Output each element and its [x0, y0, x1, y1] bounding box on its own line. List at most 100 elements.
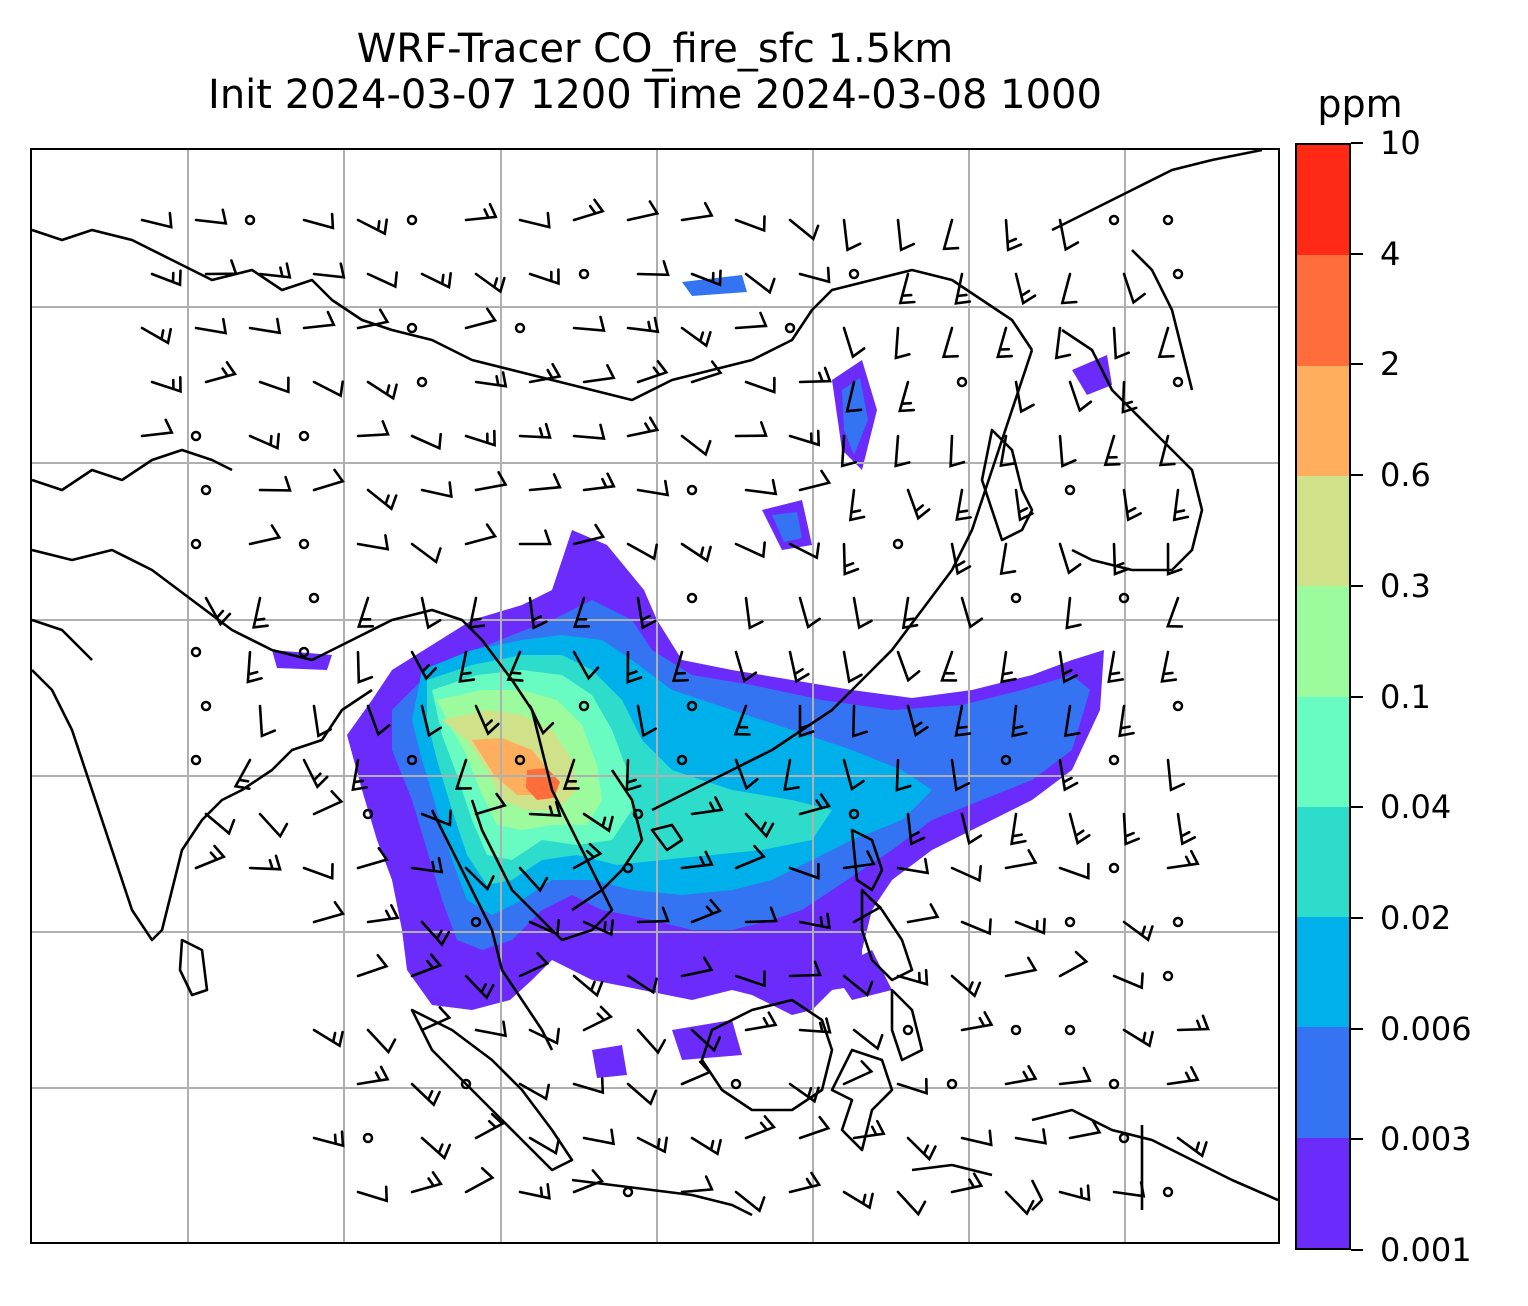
chart-title: WRF-Tracer CO_fire_sfc 1.5km Init 2024-0…	[30, 26, 1280, 118]
wind-barb	[474, 272, 506, 294]
calm-marker	[298, 430, 310, 442]
wind-barb	[258, 704, 277, 738]
wind-barb	[1058, 542, 1082, 575]
wind-barb	[734, 844, 766, 870]
wind-barb	[734, 970, 766, 988]
wind-barb	[312, 1028, 344, 1048]
wind-barb	[528, 800, 562, 817]
wind-barb	[744, 376, 776, 394]
colorbar-tick	[1351, 1138, 1363, 1141]
wind-barb	[1112, 1181, 1146, 1198]
wind-barb	[1063, 704, 1081, 738]
graticule	[32, 150, 1278, 1242]
wind-barb	[1160, 650, 1178, 683]
wind-barb	[464, 974, 495, 1000]
wind-barb	[1010, 812, 1027, 846]
calm-marker	[1118, 592, 1130, 604]
wind-barb	[1166, 758, 1185, 792]
wind-barb	[1068, 812, 1091, 846]
colorbar-tick-label: 0.1	[1380, 677, 1431, 716]
wind-barb	[1004, 218, 1023, 252]
wind-barb	[356, 308, 390, 330]
calm-marker	[298, 538, 310, 550]
wind-barb	[1014, 1128, 1048, 1145]
wind-barb	[954, 704, 972, 737]
wind-barb	[894, 434, 911, 468]
wind-barb	[1122, 812, 1140, 846]
wind-barb	[356, 534, 390, 551]
wind-barb	[454, 758, 472, 790]
wind-barb	[474, 1112, 505, 1140]
colorbar-tick-label: 0.003	[1380, 1120, 1472, 1159]
wind-barb	[788, 650, 810, 684]
wind-barb	[204, 259, 238, 276]
wind-barb	[582, 919, 614, 937]
wind-barb	[366, 380, 398, 401]
wind-barb	[302, 310, 336, 330]
wind-barb	[950, 974, 982, 998]
wind-barb	[851, 704, 868, 738]
wind-barb	[204, 812, 236, 836]
wind-barb	[960, 1011, 994, 1032]
calm-marker	[686, 700, 698, 712]
wind-barb	[140, 418, 174, 438]
wind-barb	[1165, 596, 1184, 628]
wind-barb	[845, 380, 863, 413]
wind-barb	[690, 269, 722, 287]
wind-barb	[1054, 326, 1072, 360]
calm-marker	[362, 808, 374, 820]
wind-barb	[572, 315, 606, 333]
wind-barb	[788, 1082, 820, 1104]
wind-barb	[572, 423, 606, 440]
calm-marker	[514, 754, 526, 766]
colorbar-segment	[1297, 806, 1349, 918]
wind-barb	[894, 326, 911, 360]
wind-barb	[960, 918, 992, 936]
wind-barb	[1176, 1014, 1210, 1032]
wind-barb	[356, 1065, 390, 1086]
wind-barb	[312, 704, 333, 738]
wind-barb	[788, 862, 820, 880]
wind-barb	[852, 1028, 884, 1051]
wind-barb	[680, 850, 714, 870]
calm-marker	[1064, 484, 1076, 496]
wind-barb	[351, 758, 368, 792]
wind-barb	[960, 1129, 993, 1147]
calm-marker	[1162, 1186, 1174, 1198]
wind-barb	[474, 704, 500, 736]
wind-barb	[420, 481, 453, 499]
concentration-field	[272, 275, 1112, 1078]
wind-barb	[744, 272, 776, 295]
wind-barb	[410, 542, 442, 565]
wind-barb	[464, 866, 495, 892]
wind-barb	[1014, 380, 1035, 414]
wind-barb	[636, 596, 657, 630]
wind-barb	[366, 704, 391, 737]
colorbar-segment	[1297, 586, 1349, 697]
colorbar-tick-label: 0.04	[1380, 788, 1452, 827]
wind-barb	[248, 524, 282, 546]
wind-barb	[996, 326, 1013, 359]
wind-barb	[950, 758, 971, 792]
wind-barb	[528, 268, 560, 286]
calm-marker	[406, 214, 418, 226]
calm-marker	[1000, 754, 1012, 766]
wind-barb	[528, 473, 562, 492]
calm-marker	[1108, 214, 1120, 226]
calm-marker	[686, 484, 698, 496]
calm-marker	[1010, 592, 1022, 604]
calm-marker	[1010, 1024, 1022, 1036]
wind-barb	[949, 434, 966, 468]
wind-barb	[356, 420, 390, 438]
wind-barb	[950, 865, 982, 883]
wind-barb	[625, 758, 642, 792]
calm-marker	[848, 808, 860, 820]
wind-barb	[788, 960, 822, 978]
wind-barb	[582, 1005, 614, 1032]
wind-barb	[1176, 1136, 1208, 1158]
colorbar-tick	[1351, 584, 1363, 587]
wind-barb	[840, 434, 857, 468]
wind-barb	[312, 468, 345, 492]
wind-barb	[420, 920, 451, 947]
calm-marker	[1172, 700, 1184, 712]
